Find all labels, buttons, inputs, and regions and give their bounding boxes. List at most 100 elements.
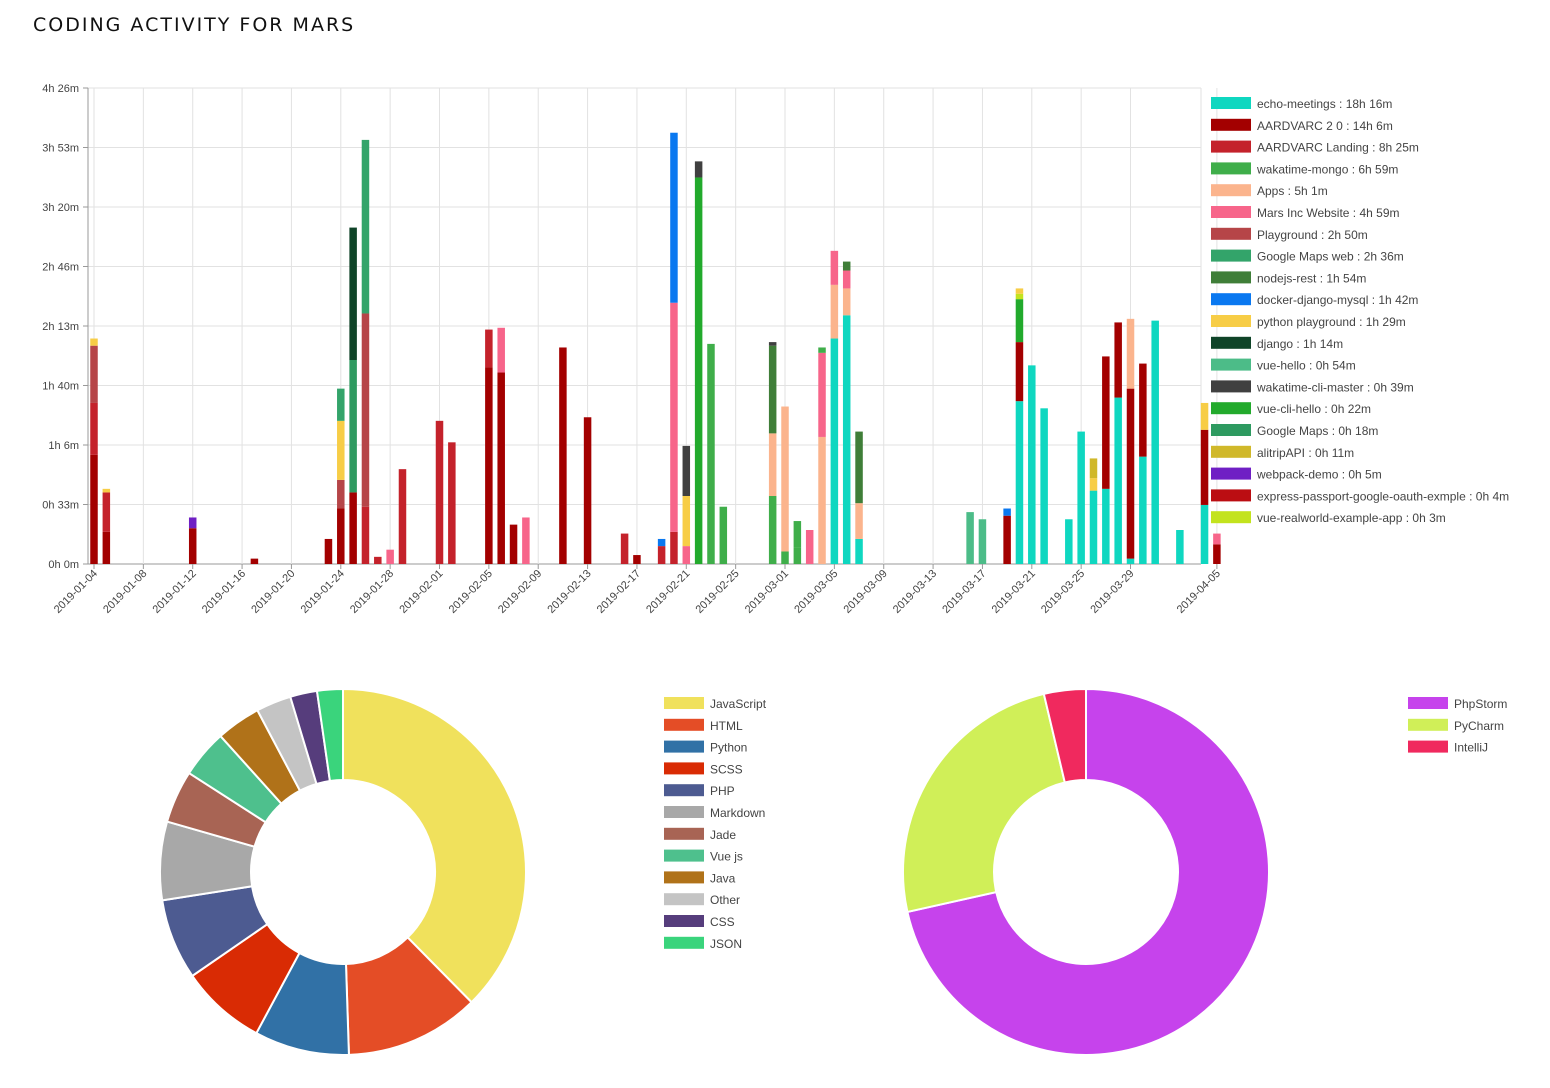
legend-label: wakatime-cli-master : 0h 39m	[1256, 380, 1414, 394]
bar-segment	[818, 347, 826, 353]
legend-label: nodejs-rest : 1h 54m	[1257, 271, 1366, 285]
bar-segment	[485, 367, 493, 564]
legend-swatch	[1211, 445, 1251, 458]
x-tick-label: 2019-02-17	[595, 568, 643, 616]
bar-segment	[435, 420, 444, 564]
bar-segment	[361, 506, 370, 564]
legend-swatch	[1408, 697, 1448, 709]
legend-label: vue-realworld-example-app : 0h 3m	[1257, 511, 1446, 525]
bar-segment	[768, 496, 777, 564]
legend-swatch	[664, 915, 704, 927]
bar-segment	[337, 388, 345, 421]
bar-segment	[386, 549, 394, 564]
bar-segment	[1139, 363, 1147, 457]
bar-segment	[670, 132, 678, 303]
bar-chart-legend: echo-meetings : 18h 16m AARDVARC 2 0 : 14…	[1211, 97, 1509, 525]
bar-segment	[1003, 515, 1011, 564]
bar-segment	[1089, 490, 1098, 564]
bar-segment	[842, 261, 851, 271]
legend-swatch	[1211, 489, 1251, 502]
bar-segment	[509, 524, 518, 564]
x-tick-label: 2019-01-24	[299, 568, 347, 616]
legend-label: PHP	[710, 784, 735, 798]
bar-segment	[855, 503, 863, 539]
bar-segment	[1015, 293, 1024, 300]
x-tick-label: 2019-04-05	[1175, 568, 1223, 616]
legend-swatch	[1211, 227, 1251, 240]
bar-segment	[102, 488, 111, 493]
x-tick-label: 2019-03-29	[1088, 568, 1136, 616]
languages-donut-slices	[159, 687, 527, 1056]
bar-segment	[818, 436, 826, 564]
bar-segment	[1015, 288, 1024, 294]
bar-segment	[102, 492, 111, 532]
y-tick-label: 1h 40m	[42, 381, 79, 393]
legend-swatch	[664, 718, 704, 731]
y-tick-label: 3h 53m	[42, 143, 79, 155]
bar-segment	[830, 338, 839, 564]
bar-segment	[694, 177, 703, 564]
bar-segment	[90, 345, 98, 403]
bar-segment	[657, 546, 666, 564]
bar-segment	[1015, 299, 1024, 343]
legend-label: AARDVARC Landing : 8h 25m	[1257, 141, 1419, 155]
x-tick-label: 2019-02-25	[693, 568, 741, 616]
legend-swatch	[1211, 249, 1251, 262]
bar-segment	[768, 433, 777, 496]
project-activity-bar-chart: 0h 0m 0h 33m 1h 6m 1h 40m 2h 13m 2h 46m 3h 20m…	[42, 83, 1509, 616]
bar-segment	[448, 442, 456, 564]
bar-segment	[1102, 488, 1110, 564]
legend-label: vue-cli-hello : 0h 22m	[1257, 402, 1371, 416]
bar-chart-bars	[90, 132, 1221, 564]
bar-segment	[349, 360, 357, 493]
bar-segment	[620, 533, 629, 564]
editors-legend: PhpStorm PyCharm IntelliJ	[1408, 697, 1507, 755]
bar-segment	[250, 558, 259, 564]
donut-slice	[902, 692, 1067, 914]
bar-segment	[497, 327, 505, 373]
x-tick-label: 2019-01-20	[249, 568, 297, 616]
bar-segment	[1213, 544, 1221, 564]
legend-label: PyCharm	[1454, 719, 1504, 733]
bar-segment	[522, 517, 530, 564]
bar-segment	[324, 538, 333, 564]
bar-segment	[657, 538, 666, 547]
bar-segment	[842, 315, 851, 564]
legend-label: express-passport-google-oauth-exmple : 0…	[1257, 489, 1509, 503]
x-tick-label: 2019-03-01	[743, 568, 791, 616]
legend-swatch	[1211, 184, 1251, 197]
languages-legend: JavaScript HTML Python SCSS PHP Markdown Jade V…	[664, 697, 767, 951]
donut-slice	[1042, 687, 1087, 784]
bar-segment	[1114, 397, 1122, 564]
bar-segment	[670, 531, 678, 564]
legend-label: Apps : 5h 1m	[1257, 184, 1328, 198]
legend-swatch	[1211, 402, 1251, 415]
bar-segment	[781, 406, 789, 552]
bar-segment	[768, 342, 777, 346]
legend-label: PhpStorm	[1454, 697, 1507, 711]
bar-segment	[188, 517, 197, 529]
y-tick-label: 2h 13m	[42, 321, 79, 333]
bar-segment	[805, 530, 814, 564]
legend-label: JavaScript	[710, 697, 767, 711]
y-tick-label: 2h 46m	[42, 262, 79, 274]
legend-label: echo-meetings : 18h 16m	[1257, 97, 1392, 111]
bar-segment	[966, 512, 974, 564]
bar-segment	[1102, 356, 1110, 489]
legend-label: Jade	[710, 828, 736, 842]
donut-slice	[315, 687, 344, 783]
legend-swatch	[1211, 206, 1251, 218]
y-tick-label: 0h 0m	[48, 559, 79, 571]
legend-label: AARDVARC 2 0 : 14h 6m	[1257, 119, 1393, 133]
bar-segment	[842, 288, 851, 316]
legend-swatch	[1211, 315, 1251, 327]
legend-label: HTML	[710, 719, 743, 733]
x-tick-label: 2019-03-05	[792, 568, 840, 616]
y-tick-label: 4h 26m	[42, 83, 79, 95]
x-tick-label: 2019-02-09	[496, 568, 544, 616]
bar-segment	[374, 556, 382, 564]
bar-segment	[337, 508, 345, 564]
bar-segment	[830, 250, 839, 285]
bar-segment	[707, 343, 715, 564]
editors-donut-chart: PhpStorm PyCharm IntelliJ	[902, 687, 1507, 1056]
